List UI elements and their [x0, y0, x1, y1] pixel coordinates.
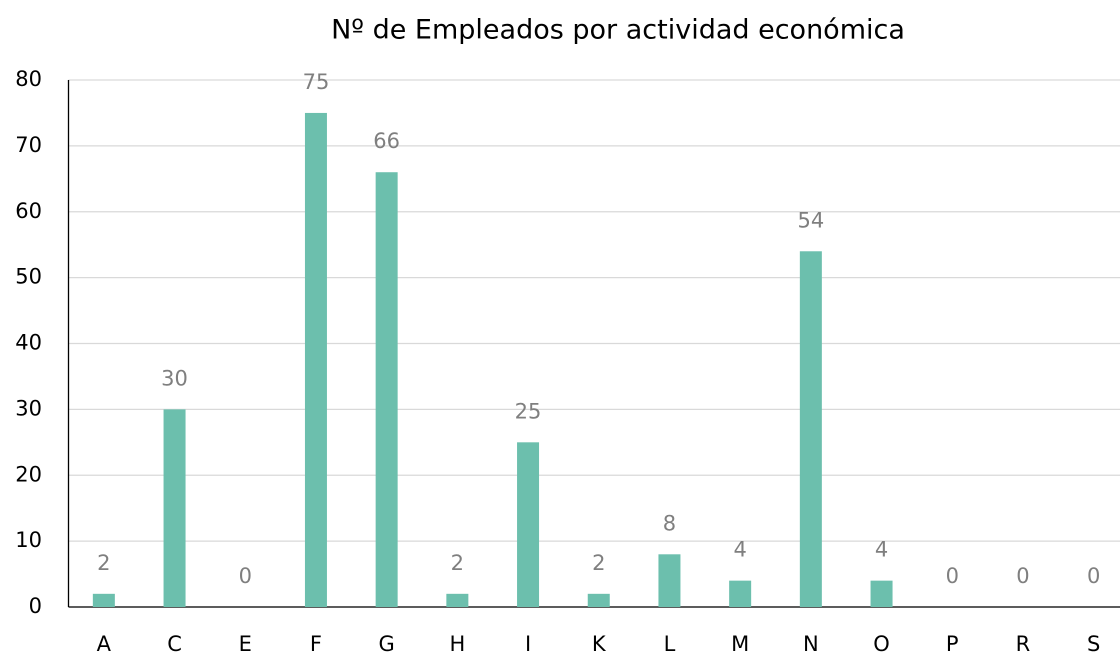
y-tick-label: 40: [15, 331, 42, 355]
data-label: 8: [663, 511, 676, 535]
data-label: 0: [946, 564, 959, 588]
y-tick-label: 30: [15, 396, 42, 420]
y-tick-label: 80: [15, 67, 42, 91]
data-label: 0: [1016, 564, 1029, 588]
x-tick-label: E: [239, 632, 252, 656]
bar: [92, 593, 115, 607]
bar: [799, 251, 822, 607]
y-tick-label: 20: [15, 462, 42, 486]
data-label: 2: [451, 551, 464, 575]
x-tick-label: A: [97, 632, 112, 656]
x-tick-label: M: [731, 632, 749, 656]
y-tick-label: 10: [15, 528, 42, 552]
x-tick-label: O: [873, 632, 890, 656]
data-label: 2: [592, 551, 605, 575]
bar: [587, 593, 610, 607]
data-label: 0: [239, 564, 252, 588]
x-tick-label: L: [664, 632, 676, 656]
bar: [729, 580, 752, 607]
data-label: 54: [797, 208, 824, 232]
bar: [517, 442, 540, 607]
data-label: 30: [161, 366, 188, 390]
data-label: 2: [97, 551, 110, 575]
data-label: 66: [373, 129, 400, 153]
bar: [375, 172, 398, 607]
data-label: 75: [303, 70, 330, 94]
chart-title: Nº de Empleados por actividad económica: [331, 15, 905, 46]
data-label: 25: [515, 399, 542, 423]
x-tick-label: R: [1016, 632, 1031, 656]
y-tick-label: 70: [15, 133, 42, 157]
x-tick-label: G: [379, 632, 395, 656]
x-tick-label: P: [946, 632, 959, 656]
data-label: 4: [733, 538, 746, 562]
bar: [658, 554, 681, 607]
y-tick-label: 60: [15, 199, 42, 223]
data-label: 0: [1087, 564, 1100, 588]
bar: [304, 112, 327, 607]
x-tick-label: H: [449, 632, 465, 656]
data-label: 4: [875, 538, 888, 562]
x-tick-label: C: [167, 632, 182, 656]
x-tick-label: K: [592, 632, 607, 656]
x-tick-label: I: [525, 632, 531, 656]
x-tick-label: N: [803, 632, 819, 656]
bar: [870, 580, 893, 607]
x-tick-label: F: [310, 632, 322, 656]
x-tick-label: S: [1087, 632, 1100, 656]
bar: [163, 409, 186, 607]
y-tick-label: 0: [29, 594, 42, 618]
bar: [446, 593, 469, 607]
y-tick-label: 50: [15, 265, 42, 289]
